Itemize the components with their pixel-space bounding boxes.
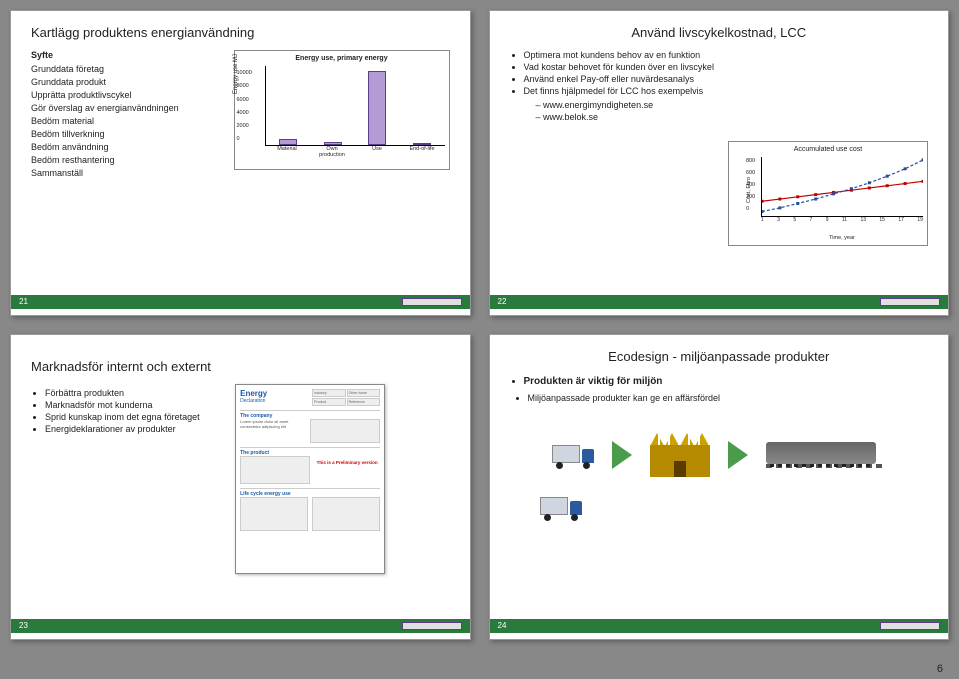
- xtick: Own production: [317, 146, 347, 158]
- chart-title: Energy use, primary energy: [239, 55, 445, 62]
- lcc-line-chart: Accumulated use cost Cost, Euro 80060040…: [728, 141, 928, 246]
- doc-tab: Industry: [312, 389, 346, 397]
- list-item: Använd enkel Pay-off eller nuvärdesanaly…: [524, 74, 929, 84]
- slide-footer: 22: [490, 295, 949, 309]
- train-icon: [766, 442, 886, 468]
- slide-title: Ecodesign - miljöanpassade produkter: [510, 349, 929, 364]
- s1-list: Grunddata företag Grunddata produkt Uppr…: [31, 64, 224, 178]
- footer-logo-bar: [880, 298, 940, 306]
- slide-21: Kartlägg produktens energianvändning Syf…: [10, 10, 471, 316]
- s4-bullets: Produkten är viktig för miljön Miljöanpa…: [510, 376, 929, 403]
- list-item: Optimera mot kundens behov av en funktio…: [524, 50, 929, 60]
- chart-xlabel: Time, year: [761, 235, 923, 241]
- energy-declaration-doc: Energy Declaration Industry Other home P…: [235, 384, 385, 574]
- page-number: 24: [498, 621, 507, 630]
- factory-icon: [650, 433, 710, 477]
- list-item: Sammanställ: [31, 168, 224, 178]
- arrow-right-icon: [612, 441, 632, 469]
- slide-title: Marknadsför internt och externt: [31, 359, 450, 374]
- document-page-number: 6: [937, 663, 943, 675]
- xtick: Material: [272, 146, 302, 158]
- s2-bullets: Optimera mot kundens behov av en funktio…: [510, 50, 929, 122]
- page-number: 22: [498, 297, 507, 306]
- list-item: Bedöm användning: [31, 142, 224, 152]
- doc-tab: Reference: [347, 398, 381, 406]
- s3-bullets: Förbättra produkten Marknadsför mot kund…: [31, 388, 215, 434]
- link-item: www.energimyndigheten.se: [536, 100, 929, 110]
- list-item: Gör överslag av energianvändningen: [31, 103, 224, 113]
- list-item: Marknadsför mot kunderna: [45, 400, 215, 410]
- chart-title: Accumulated use cost: [733, 146, 923, 153]
- footer-logo-bar: [402, 298, 462, 306]
- slide-title: Använd livscykelkostnad, LCC: [510, 25, 929, 40]
- slide-footer: 23: [11, 619, 470, 633]
- slide-grid: Kartlägg produktens energianvändning Syf…: [10, 10, 949, 640]
- doc-heading: Energy: [240, 389, 308, 398]
- slide-24: Ecodesign - miljöanpassade produkter Pro…: [489, 334, 950, 640]
- slide-23: Marknadsför internt och externt Förbättr…: [10, 334, 471, 640]
- page-number: 23: [19, 621, 28, 630]
- list-item: Bedöm tillverkning: [31, 129, 224, 139]
- chart-xticks: 135791113151719: [761, 217, 923, 223]
- energy-bar-chart: Energy use, primary energy Energy use MJ…: [234, 50, 450, 170]
- footer-logo-bar: [880, 622, 940, 630]
- list-item: Bedöm resthantering: [31, 155, 224, 165]
- doc-preliminary-badge: This is a Preliminary version: [314, 460, 380, 465]
- xtick: End-of-life: [407, 146, 437, 158]
- list-item: Sprid kunskap inom det egna företaget: [45, 412, 215, 422]
- truck-icon: [540, 495, 582, 519]
- list-item: Förbättra produkten: [45, 388, 215, 398]
- chart-yticks: 8006004002000: [746, 155, 755, 215]
- list-item: Grunddata företag: [31, 64, 224, 74]
- lifecycle-infographic: [510, 433, 929, 477]
- doc-subheading: Declaration: [240, 398, 308, 404]
- doc-tab: Product: [312, 398, 346, 406]
- slide-22: Använd livscykelkostnad, LCC Optimera mo…: [489, 10, 950, 316]
- list-item: Det finns hjälpmedel för LCC hos exempel…: [524, 86, 929, 96]
- chart-xticks: Material Own production Use End-of-life: [265, 146, 445, 158]
- slide-footer: 21: [11, 295, 470, 309]
- doc-tab: Other home: [347, 389, 381, 397]
- list-item: Produkten är viktig för miljön: [524, 376, 929, 387]
- lead-label: Syfte: [31, 50, 224, 60]
- page-number: 21: [19, 297, 28, 306]
- list-item: Energideklarationer av produkter: [45, 424, 215, 434]
- footer-logo-bar: [402, 622, 462, 630]
- slide-footer: 24: [490, 619, 949, 633]
- xtick: Use: [362, 146, 392, 158]
- list-item: Grunddata produkt: [31, 77, 224, 87]
- slide-title: Kartlägg produktens energianvändning: [31, 25, 450, 40]
- list-item: Bedöm material: [31, 116, 224, 126]
- chart-yticks: 1000080006000400020000: [237, 67, 252, 147]
- list-item: Vad kostar behovet för kunden över en li…: [524, 62, 929, 72]
- list-item: Upprätta produktlivscykel: [31, 90, 224, 100]
- list-item: Miljöanpassade produkter kan ge en affär…: [528, 393, 929, 403]
- truck-icon: [552, 443, 594, 467]
- link-item: www.belok.se: [536, 112, 929, 122]
- arrow-right-icon: [728, 441, 748, 469]
